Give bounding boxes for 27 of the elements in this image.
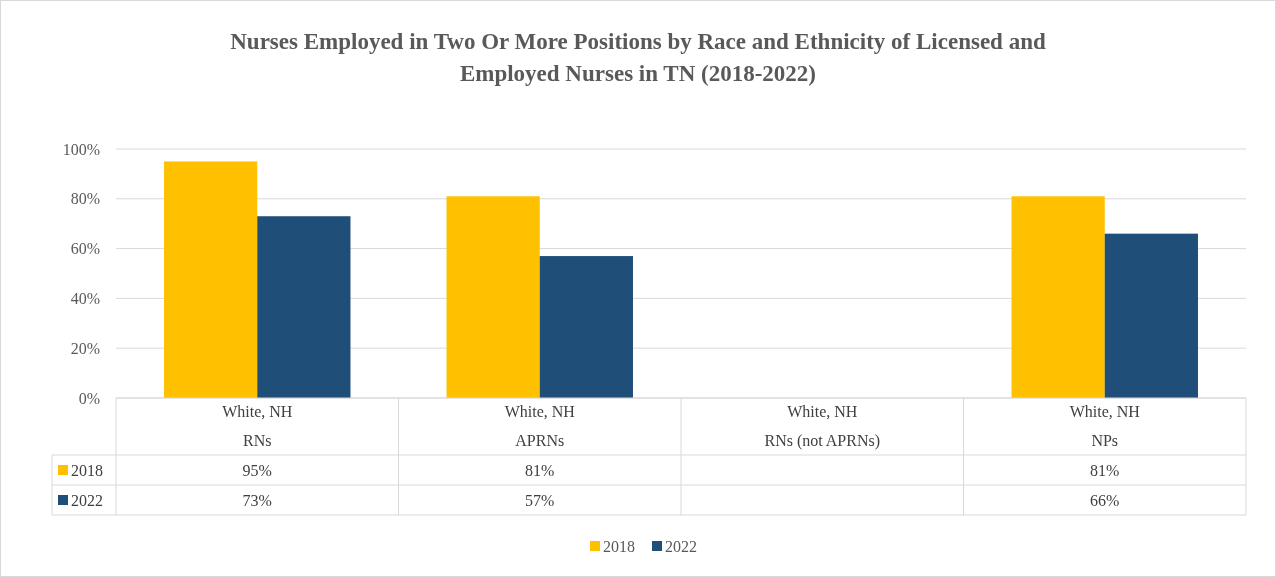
y-tick-label: 20% bbox=[70, 339, 100, 357]
bar bbox=[539, 256, 633, 398]
x-tick-label: White, NH RNs (not APRNs) bbox=[764, 403, 881, 450]
chart-title: Nurses Employed in Two Or More Positions by Race and Ethnicity of Licensed and Employed Nurses in TN (2018-2022) bbox=[230, 29, 1046, 86]
y-tick-label: 0% bbox=[78, 389, 100, 407]
y-tick-label: 60% bbox=[70, 240, 100, 258]
x-tick-label: White, NH APRNs bbox=[504, 403, 576, 449]
text: 2018 bbox=[603, 537, 635, 555]
data-label: 57% bbox=[525, 491, 555, 509]
y-tick-label: 40% bbox=[70, 290, 100, 307]
data-label: 66% bbox=[1090, 491, 1120, 509]
data-label: 95% bbox=[242, 461, 272, 479]
legend-label: 2018 bbox=[71, 461, 103, 479]
bar bbox=[257, 216, 351, 398]
x-tick-label: White, NH NPs bbox=[1069, 403, 1141, 449]
bar bbox=[1011, 196, 1105, 398]
data-label: 81% bbox=[1090, 461, 1120, 479]
bar bbox=[164, 161, 258, 398]
bar bbox=[446, 196, 540, 398]
text: 2022 bbox=[71, 491, 103, 509]
bar bbox=[1104, 233, 1198, 398]
x-tick-label: White, NH RNs bbox=[222, 403, 293, 449]
legend-label: 2022 bbox=[665, 537, 697, 555]
y-tick-label: 80% bbox=[70, 190, 100, 208]
data-label: 81% bbox=[525, 461, 555, 479]
data-label: 73% bbox=[242, 491, 272, 509]
y-tick-label: 100% bbox=[62, 140, 100, 158]
